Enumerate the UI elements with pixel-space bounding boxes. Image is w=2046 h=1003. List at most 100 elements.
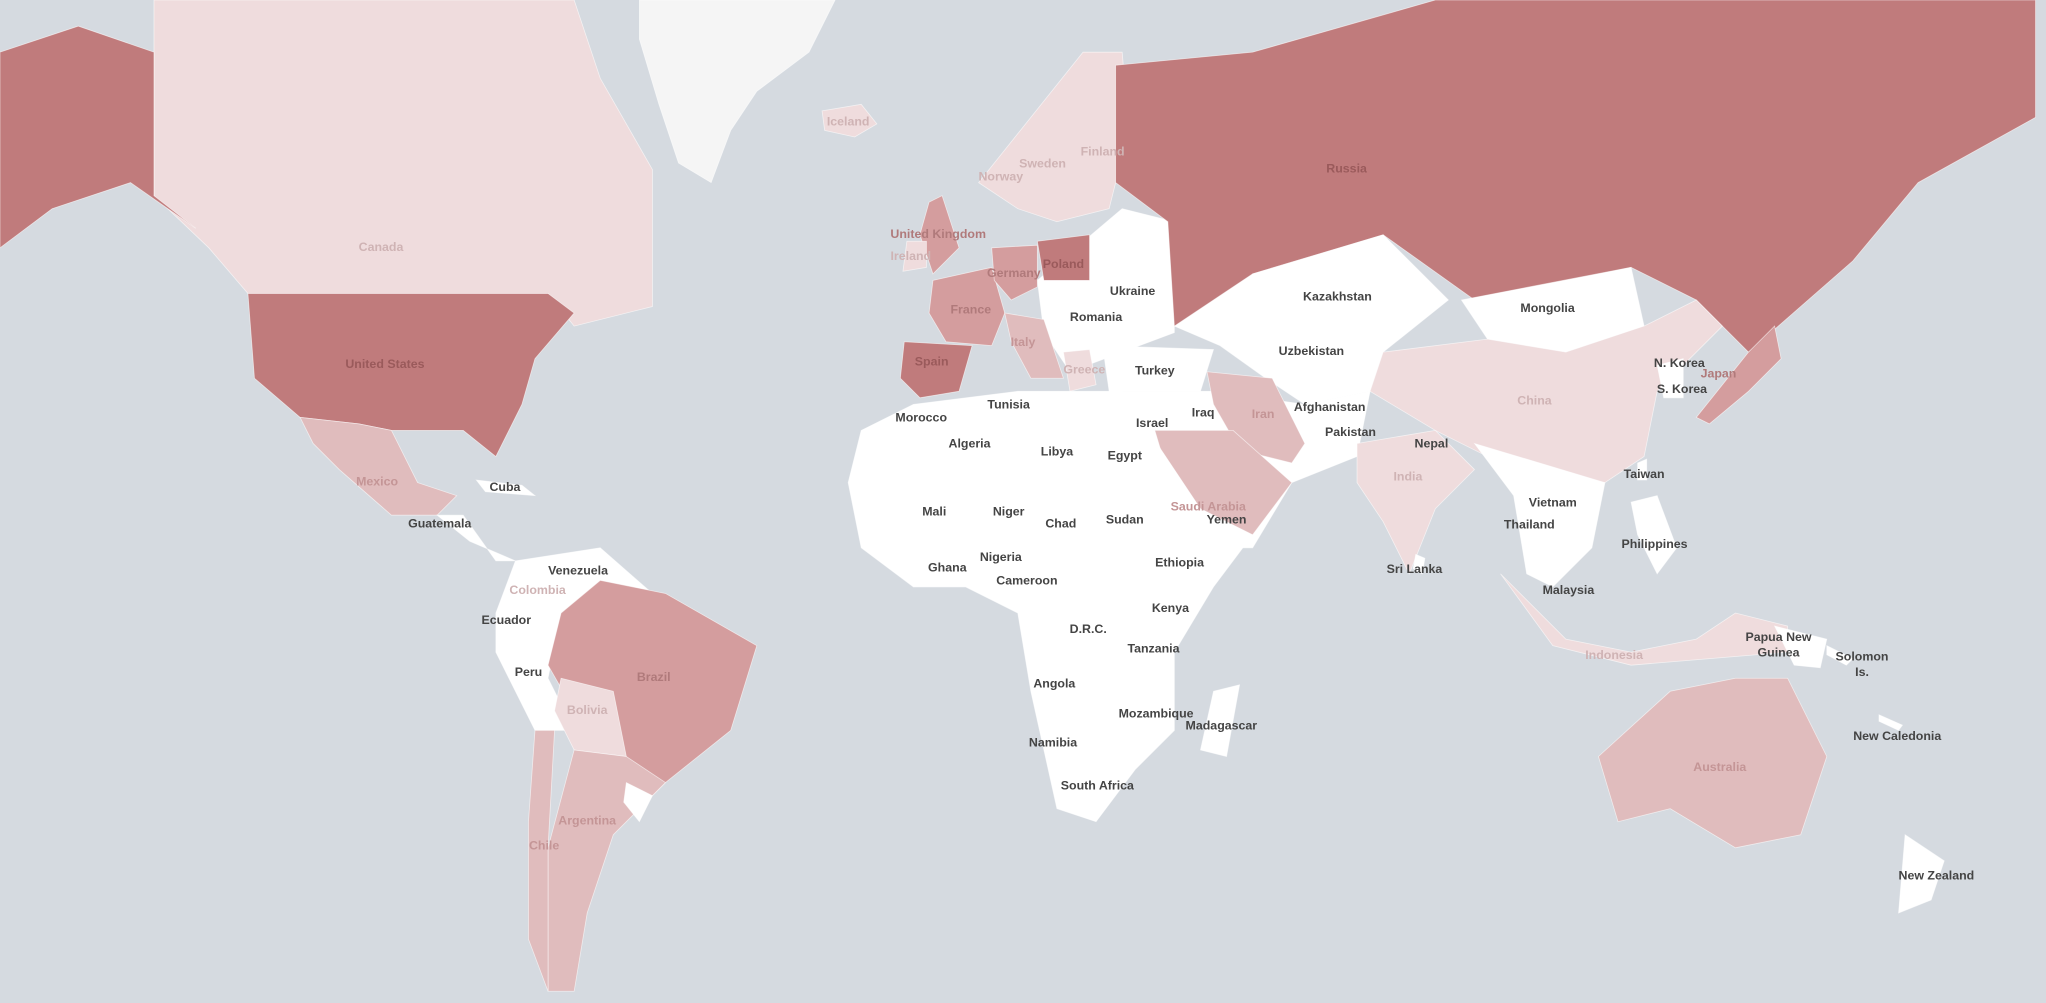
country-label-italy: Italy bbox=[1011, 335, 1036, 349]
country-label-chile: Chile bbox=[529, 839, 559, 853]
country-label-mongolia: Mongolia bbox=[1520, 301, 1574, 315]
country-label-sweden: Sweden bbox=[1019, 157, 1066, 171]
country-taiwan[interactable] bbox=[1637, 458, 1648, 481]
country-label-iran: Iran bbox=[1252, 407, 1275, 421]
country-label-angola: Angola bbox=[1033, 677, 1075, 691]
country-alaska[interactable] bbox=[0, 25, 196, 249]
country-label-niger: Niger bbox=[993, 505, 1025, 519]
country-label-bolivia: Bolivia bbox=[567, 703, 608, 717]
country-philippines[interactable] bbox=[1630, 495, 1678, 575]
country-label-ecuador: Ecuador bbox=[482, 613, 532, 627]
country-label-madagascar: Madagascar bbox=[1186, 719, 1258, 733]
country-australia[interactable] bbox=[1597, 677, 1828, 849]
country-japan[interactable] bbox=[1695, 325, 1782, 425]
country-poland[interactable] bbox=[1036, 234, 1090, 281]
country-label-png: Papua New Guinea bbox=[1745, 630, 1811, 660]
country-indonesia[interactable] bbox=[1500, 573, 1789, 666]
country-label-nw-south-america: Venezuela bbox=[548, 564, 608, 578]
country-uruguay[interactable] bbox=[623, 781, 653, 823]
country-iceland[interactable] bbox=[821, 103, 878, 138]
country-greece[interactable] bbox=[1062, 349, 1097, 392]
country-label-israel: Israel bbox=[1136, 416, 1168, 430]
country-label-nigeria: Nigeria bbox=[980, 551, 1022, 565]
country-label-uzbekistan: Uzbekistan bbox=[1279, 344, 1344, 358]
country-iran[interactable] bbox=[1206, 371, 1306, 464]
country-label-iraq: Iraq bbox=[1192, 406, 1215, 420]
country-label-iceland: Iceland bbox=[827, 115, 870, 129]
country-sri-lanka[interactable] bbox=[1412, 553, 1426, 575]
country-label-pakistan: Pakistan bbox=[1325, 425, 1376, 439]
country-germany[interactable] bbox=[991, 244, 1038, 301]
country-madagascar[interactable] bbox=[1199, 684, 1241, 757]
country-label-malaysia: Malaysia bbox=[1543, 583, 1595, 597]
country-label-s-korea: S. Korea bbox=[1657, 382, 1707, 396]
country-label-japan: Japan bbox=[1701, 367, 1737, 381]
country-greenland[interactable] bbox=[638, 0, 836, 184]
country-label-kenya: Kenya bbox=[1152, 601, 1189, 615]
country-label-australia: Australia bbox=[1693, 760, 1746, 774]
country-label-yemen: Yemen bbox=[1207, 513, 1247, 527]
country-new-zealand[interactable] bbox=[1898, 834, 1945, 914]
country-label-argentina: Argentina bbox=[558, 814, 616, 828]
country-label-brazil: Brazil bbox=[637, 670, 671, 684]
country-italy[interactable] bbox=[1004, 312, 1064, 379]
country-label-cameroon: Cameroon bbox=[996, 574, 1057, 588]
country-label-usa: United States bbox=[345, 357, 424, 371]
country-label-sudan: Sudan bbox=[1106, 513, 1144, 527]
country-se-asia[interactable] bbox=[1473, 442, 1606, 588]
country-label-mexico: Mexico bbox=[356, 475, 398, 489]
country-label-mali: Mali bbox=[922, 505, 946, 519]
country-label-mozambique: Mozambique bbox=[1119, 707, 1194, 721]
country-png[interactable] bbox=[1773, 625, 1828, 669]
country-spain[interactable] bbox=[899, 341, 973, 399]
country-label-uk: United Kingdom bbox=[890, 227, 986, 241]
country-usa[interactable] bbox=[247, 293, 575, 458]
country-france[interactable] bbox=[928, 266, 1006, 347]
country-label-ethiopia: Ethiopia bbox=[1155, 556, 1204, 570]
country-label-india: India bbox=[1393, 470, 1422, 484]
country-label-morocco: Morocco bbox=[895, 411, 947, 425]
country-uk[interactable] bbox=[919, 195, 960, 275]
country-label-kazakhstan: Kazakhstan bbox=[1303, 290, 1372, 304]
country-central-america[interactable] bbox=[436, 514, 516, 562]
country-label-germany: Germany bbox=[987, 266, 1041, 280]
country-label-china: China bbox=[1517, 394, 1552, 408]
country-solomon[interactable] bbox=[1826, 644, 1854, 666]
country-label-ghana: Ghana bbox=[928, 561, 967, 575]
country-russia[interactable] bbox=[1115, 0, 2036, 353]
country-label-se-asia: Thailand bbox=[1504, 518, 1555, 532]
country-cuba[interactable] bbox=[475, 479, 537, 497]
country-label-poland: Poland bbox=[1043, 257, 1084, 271]
country-label-chad: Chad bbox=[1045, 517, 1076, 531]
country-label-scandinavia: Norway bbox=[978, 170, 1023, 184]
country-label-africa: Algeria bbox=[949, 437, 991, 451]
country-india[interactable] bbox=[1356, 429, 1476, 575]
country-label-taiwan: Taiwan bbox=[1624, 467, 1665, 481]
country-canada[interactable] bbox=[153, 0, 653, 327]
country-label-peru: Peru bbox=[515, 665, 543, 679]
country-label-cuba: Cuba bbox=[490, 480, 521, 494]
country-label-new-zealand: New Zealand bbox=[1899, 869, 1975, 883]
country-chile[interactable] bbox=[528, 730, 555, 992]
country-label-tanzania: Tanzania bbox=[1127, 642, 1179, 656]
country-label-middle-east: Afghanistan bbox=[1294, 401, 1366, 415]
country-new-caledonia[interactable] bbox=[1878, 714, 1904, 731]
country-label-egypt: Egypt bbox=[1108, 449, 1142, 463]
country-label-spain: Spain bbox=[915, 355, 949, 369]
country-label-ireland: Ireland bbox=[890, 249, 931, 263]
country-label-central-america: Guatemala bbox=[408, 517, 471, 531]
country-label-drc: D.R.C. bbox=[1070, 622, 1107, 636]
country-label-tunisia: Tunisia bbox=[987, 398, 1030, 412]
country-label-indonesia: Indonesia bbox=[1585, 648, 1643, 662]
country-label-finland: Finland bbox=[1081, 145, 1125, 159]
country-ireland[interactable] bbox=[902, 240, 927, 272]
country-label-korea: N. Korea bbox=[1654, 356, 1705, 370]
country-africa[interactable] bbox=[847, 390, 1254, 823]
country-label-solomon: Solomon Is. bbox=[1836, 650, 1889, 680]
country-label-vietnam: Vietnam bbox=[1529, 496, 1577, 510]
country-mexico[interactable] bbox=[299, 416, 458, 516]
country-korea[interactable] bbox=[1656, 358, 1684, 399]
country-label-south-africa: South Africa bbox=[1061, 779, 1134, 793]
